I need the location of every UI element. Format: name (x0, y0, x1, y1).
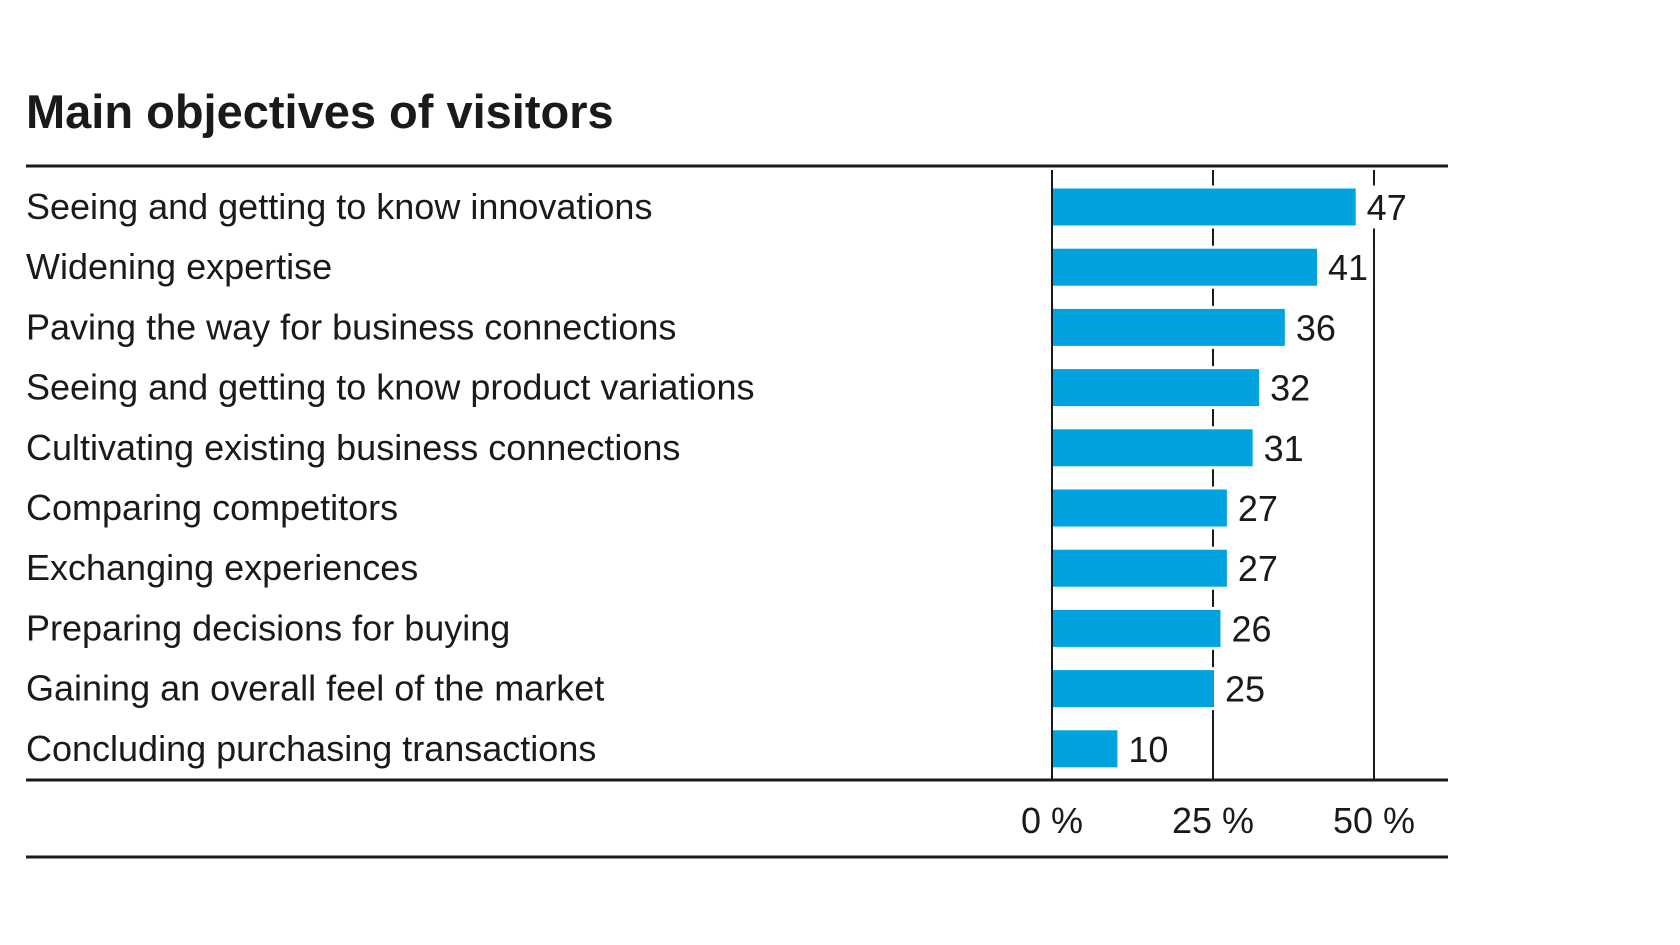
category-label: Preparing decisions for buying (26, 607, 510, 648)
category-label: Paving the way for business connections (26, 306, 676, 347)
bar (1053, 549, 1227, 587)
category-label: Concluding purchasing transactions (26, 728, 596, 769)
category-label: Widening expertise (26, 246, 332, 287)
value-label: 27 (1238, 488, 1278, 529)
category-label: Seeing and getting to know product varia… (26, 367, 754, 408)
category-label: Gaining an overall feel of the market (26, 668, 604, 709)
category-label: Cultivating existing business connection… (26, 427, 680, 468)
bar (1053, 188, 1356, 226)
bar (1053, 609, 1221, 647)
bars (1053, 185, 1412, 771)
bar (1053, 308, 1285, 346)
bar (1053, 730, 1118, 768)
bar (1053, 429, 1253, 467)
value-label: 36 (1296, 307, 1336, 348)
value-label: 47 (1367, 187, 1407, 228)
bar (1053, 369, 1260, 407)
bar (1053, 670, 1214, 708)
category-labels: Seeing and getting to know innovations Wi… (26, 186, 754, 769)
tick-label: 0 % (1021, 800, 1083, 841)
tick-label: 25 % (1172, 800, 1254, 841)
value-label: 27 (1238, 548, 1278, 589)
value-label: 10 (1128, 729, 1168, 770)
value-labels: 47 41 36 32 31 27 27 26 25 10 (1128, 187, 1406, 770)
value-label: 41 (1328, 247, 1368, 288)
chart-title: Main objectives of visitors (26, 85, 614, 138)
bar (1053, 489, 1227, 527)
value-label: 25 (1225, 669, 1265, 710)
category-label: Exchanging experiences (26, 547, 418, 588)
tick-label: 50 % (1333, 800, 1415, 841)
value-label: 26 (1231, 608, 1271, 649)
bar (1053, 248, 1318, 286)
x-axis-tick-labels: 0 % 25 % 50 % (1021, 800, 1415, 841)
category-label: Seeing and getting to know innovations (26, 186, 652, 227)
value-label: 31 (1264, 428, 1304, 469)
value-label: 32 (1270, 368, 1310, 409)
category-label: Comparing competitors (26, 487, 398, 528)
